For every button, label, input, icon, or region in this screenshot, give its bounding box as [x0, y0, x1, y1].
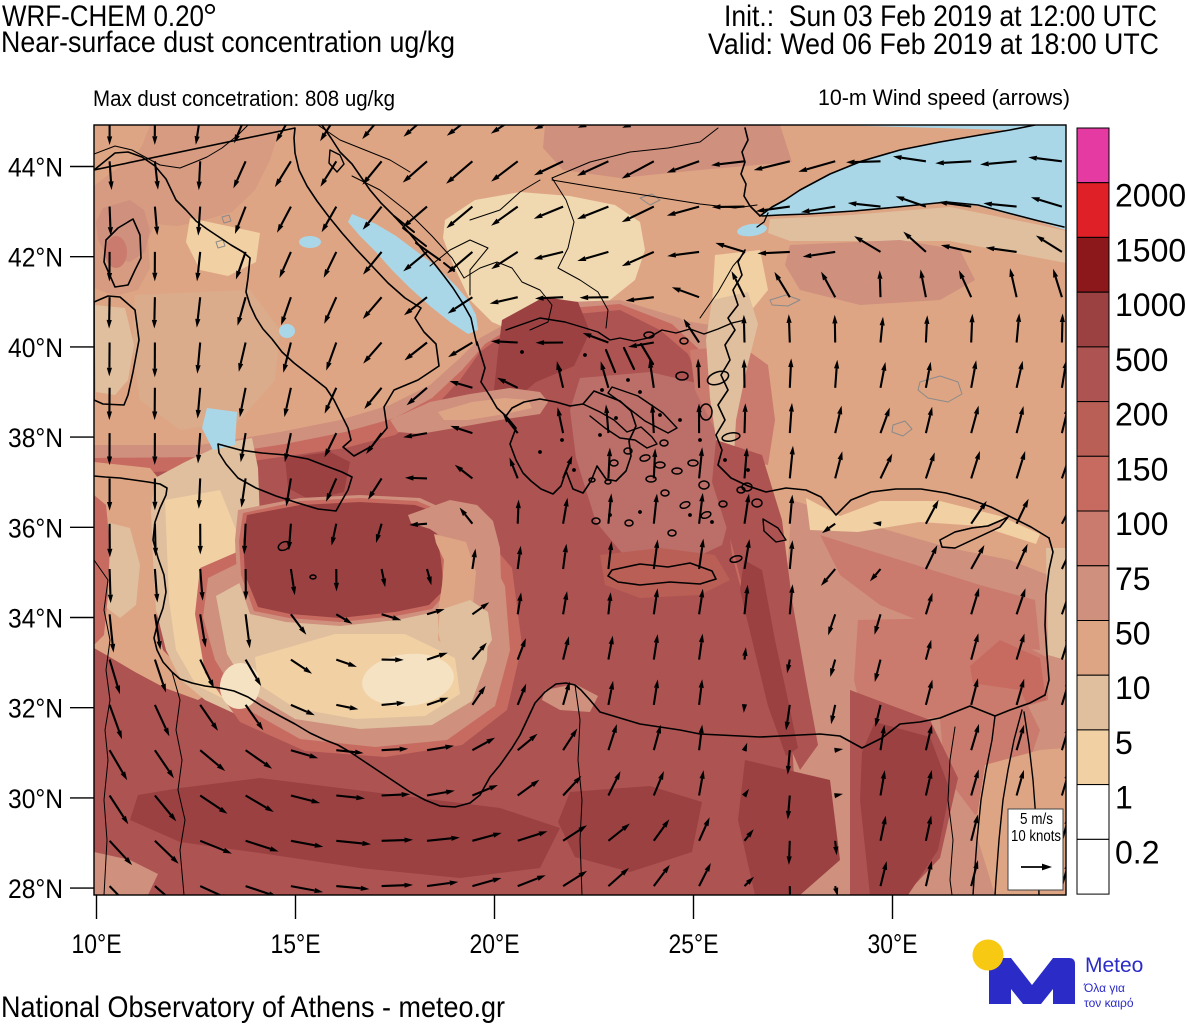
svg-text:National Observatory of Athens: National Observatory of Athens - meteo.g… — [1, 991, 505, 1024]
svg-text:Όλα για: Όλα για — [1083, 981, 1125, 995]
svg-text:44°N: 44°N — [8, 153, 63, 183]
svg-text:5 m/s: 5 m/s — [1020, 811, 1053, 828]
svg-text:Meteo: Meteo — [1085, 954, 1143, 977]
svg-text:40°N: 40°N — [8, 333, 63, 363]
svg-text:WRF-CHEM 0.20: WRF-CHEM 0.20 — [2, 0, 204, 33]
svg-text:0.2: 0.2 — [1115, 834, 1159, 870]
svg-text:Max dust concetration: 808 ug/: Max dust concetration: 808 ug/kg — [93, 86, 395, 111]
svg-text:32°N: 32°N — [8, 694, 63, 724]
svg-text:34°N: 34°N — [8, 604, 63, 634]
svg-text:5: 5 — [1115, 725, 1133, 761]
svg-text:38°N: 38°N — [8, 423, 63, 453]
svg-text:15°E: 15°E — [271, 929, 321, 959]
svg-text:1: 1 — [1115, 780, 1133, 816]
svg-text:Valid: Wed 06 Feb 2019 at 18:0: Valid: Wed 06 Feb 2019 at 18:00 UTC — [708, 28, 1159, 61]
svg-text:200: 200 — [1115, 397, 1168, 433]
svg-text:τον καιρό: τον καιρό — [1084, 996, 1134, 1010]
svg-text:1000: 1000 — [1115, 287, 1186, 323]
svg-text:10°E: 10°E — [72, 929, 122, 959]
svg-text:20°E: 20°E — [470, 929, 520, 959]
svg-text:36°N: 36°N — [8, 513, 63, 543]
svg-text:150: 150 — [1115, 451, 1168, 487]
svg-text:30°N: 30°N — [8, 784, 63, 814]
svg-text:30°E: 30°E — [868, 929, 918, 959]
svg-text:1500: 1500 — [1115, 232, 1186, 268]
svg-text:25°E: 25°E — [669, 929, 719, 959]
svg-text:28°N: 28°N — [8, 874, 63, 904]
svg-text:75: 75 — [1115, 561, 1151, 597]
svg-text:10 knots: 10 knots — [1011, 828, 1061, 845]
svg-text:42°N: 42°N — [8, 243, 63, 273]
svg-text:10-m Wind speed (arrows): 10-m Wind speed (arrows) — [818, 85, 1070, 110]
svg-text:50: 50 — [1115, 616, 1151, 652]
svg-text:100: 100 — [1115, 506, 1168, 542]
svg-text:2000: 2000 — [1115, 178, 1186, 214]
svg-text:500: 500 — [1115, 342, 1168, 378]
svg-text:10: 10 — [1115, 670, 1151, 706]
svg-text:Near-surface dust concentratio: Near-surface dust concentration ug/kg — [1, 26, 455, 59]
svg-text:Init.: Sun 03 Feb 2019 at 12:: Init.: Sun 03 Feb 2019 at 12:00 UTC — [724, 0, 1157, 33]
